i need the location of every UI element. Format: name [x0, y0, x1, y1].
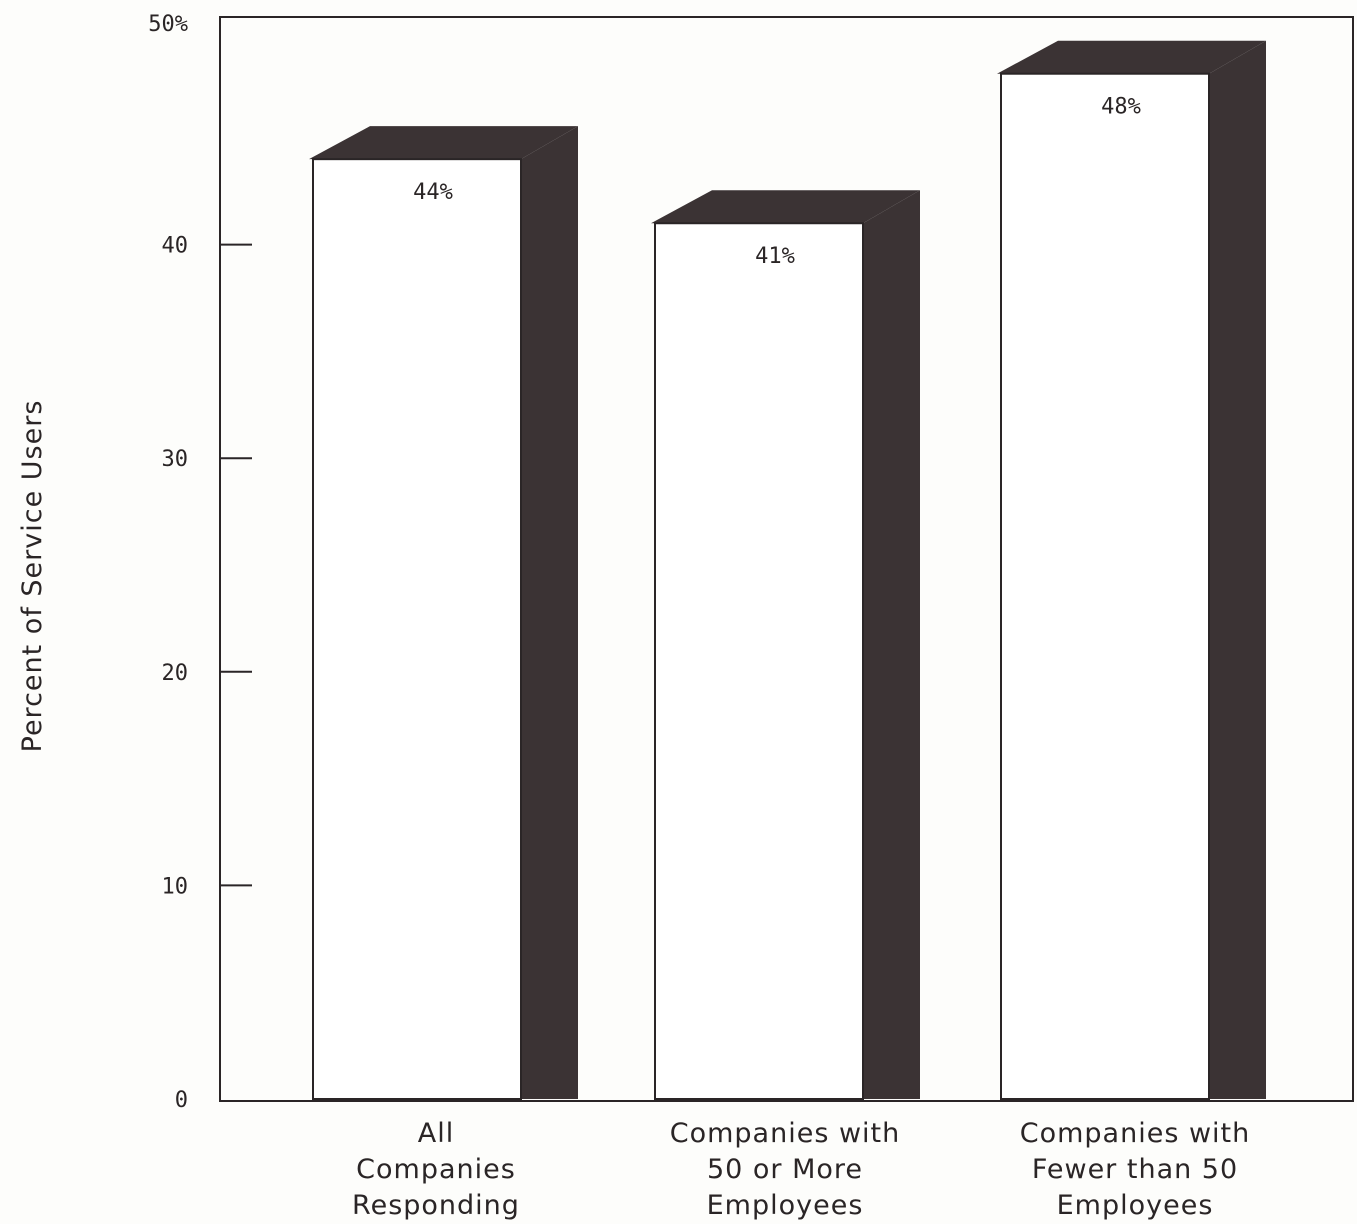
bar-side [1209, 40, 1266, 1100]
bar-group: 48% [997, 40, 1266, 1101]
x-tick-label: Companies with [670, 1118, 901, 1149]
bar-top [309, 126, 578, 160]
y-tick-label: 20 [162, 661, 189, 686]
bar [654, 222, 864, 1101]
x-tick-label: Employees [707, 1190, 864, 1221]
data-label: 41% [755, 244, 795, 269]
data-label: 44% [413, 180, 453, 205]
x-tick-label: Fewer than 50 [1032, 1154, 1238, 1185]
bar-top [651, 190, 920, 224]
bars: 44% 41% 48% [309, 40, 1266, 1101]
y-axis-title: Percent of Service Users [17, 400, 48, 753]
x-tick-label: Employees [1057, 1190, 1214, 1221]
x-tick-label: Companies [356, 1154, 516, 1185]
y-tick-label: 0 [175, 1088, 188, 1113]
bar-top [997, 40, 1266, 74]
x-axis: All Companies Responding Companies with 50 o… [352, 1118, 1251, 1221]
x-tick-label: Responding [352, 1190, 520, 1221]
x-tick-label: 50 or More [707, 1154, 863, 1185]
bar [1000, 72, 1210, 1101]
y-tick-label: 40 [162, 234, 189, 259]
data-label: 48% [1101, 95, 1141, 120]
y-tick-label: 10 [162, 874, 189, 899]
y-tick-label: 30 [162, 447, 189, 472]
bar-group: 44% [309, 126, 578, 1101]
bar-side [521, 126, 578, 1099]
bar-side [863, 190, 920, 1100]
y-tick-label: 50% [148, 12, 188, 37]
bar [312, 158, 522, 1101]
x-tick-label: Companies with [1020, 1118, 1251, 1149]
y-axis: 0 10 20 30 40 50% [148, 12, 252, 1113]
x-tick-label: All [418, 1118, 454, 1149]
bar-group: 41% [651, 190, 920, 1101]
plot-frame [219, 16, 1354, 1102]
